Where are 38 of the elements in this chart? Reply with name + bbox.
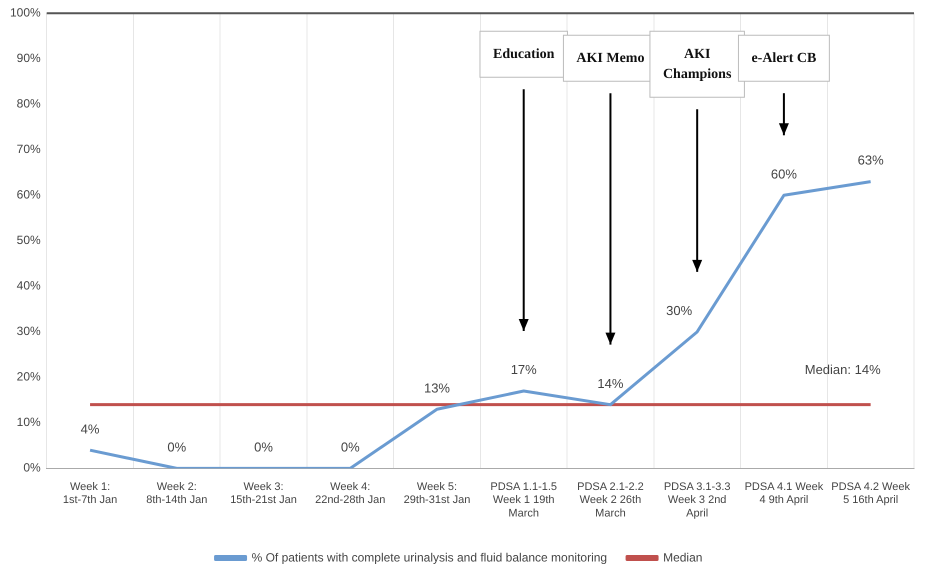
x-tick-label: PDSA 4.2 Week 5 16th April	[831, 481, 910, 506]
data-label: 0%	[167, 439, 187, 454]
data-label: 14%	[597, 376, 624, 391]
annotation: e-Alert CB	[751, 50, 816, 66]
y-tick-label: 70%	[16, 142, 42, 156]
y-tick-label: 100%	[10, 6, 42, 20]
x-tick-label: PDSA 2.1-2.2 Week 2 26th March	[577, 481, 644, 520]
y-tick-label: 60%	[16, 188, 42, 202]
legend-label: Median	[663, 550, 702, 564]
y-tick-label: 0%	[23, 460, 42, 475]
data-label: 17%	[510, 362, 538, 378]
x-tick-label: Week 4: 22nd-28th Jan	[315, 481, 386, 506]
data-label: 30%	[666, 302, 693, 318]
data-label: 63%	[858, 152, 884, 168]
x-tick-label: PDSA 4.1 Week 4 9th April	[744, 481, 824, 506]
annotation: Median: 14%	[804, 362, 882, 377]
annotation: AKI Champions	[662, 46, 732, 82]
y-tick-label: 10%	[16, 415, 42, 430]
y-tick-label: 50%	[16, 233, 42, 248]
data-label: 0%	[340, 439, 360, 454]
data-label: 4%	[80, 421, 100, 436]
data-label: 13%	[424, 380, 450, 396]
x-tick-label: Week 3: 15th-21st Jan	[230, 481, 297, 506]
x-tick-label: Week 2: 8th-14th Jan	[146, 481, 208, 506]
data-label: 0%	[254, 439, 274, 454]
y-tick-label: 20%	[16, 370, 42, 384]
annotation: AKI Memo	[576, 50, 644, 66]
y-tick-label: 40%	[16, 278, 42, 293]
annotation: Education	[492, 46, 555, 62]
y-tick-label: 30%	[16, 324, 42, 338]
data-label: 60%	[770, 166, 798, 182]
x-tick-label: Week 5: 29th-31st Jan	[404, 481, 470, 506]
x-tick-label: Week 1: 1st-7th Jan	[62, 481, 118, 506]
x-tick-label: PDSA 3.1-3.3 Week 3 2nd April	[664, 481, 730, 520]
legend-label: % Of patients with complete urinalysis and fluid balance monitoring	[252, 550, 608, 564]
y-tick-label: 90%	[16, 51, 42, 66]
y-tick-label: 80%	[16, 96, 42, 111]
x-tick-label: PDSA 1.1-1.5 Week 1 19th March	[490, 481, 558, 520]
